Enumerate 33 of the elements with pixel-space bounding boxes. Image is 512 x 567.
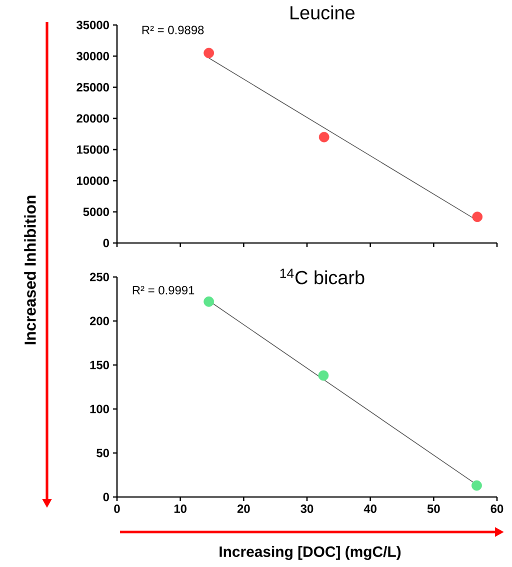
y-tick-label: 0 — [103, 238, 109, 248]
y-tick-label: 200 — [90, 316, 109, 326]
point — [318, 132, 330, 142]
x-axis-title: Increasing [DOC] (mgC/L) — [220, 546, 401, 560]
y-axis-title: Increased Inhibition — [24, 196, 36, 344]
point — [472, 480, 482, 491]
point — [318, 370, 329, 381]
y-tick-label: 20000 — [76, 114, 109, 123]
x-tick-label: 30 — [300, 504, 314, 513]
y-tick-label: 30000 — [76, 52, 109, 60]
x-tick-label: 20 — [237, 504, 250, 513]
y-tick-label: 0 — [103, 492, 109, 502]
y-tick-label: 100 — [90, 404, 109, 414]
y-tick-label: 150 — [90, 360, 109, 370]
point — [204, 296, 214, 307]
point — [204, 48, 214, 58]
x-tick-label: 40 — [364, 504, 376, 513]
point — [472, 212, 483, 222]
y-tick-label: 15000 — [76, 145, 109, 154]
x-tick-label: 50 — [427, 504, 440, 513]
y-tick-label: 25000 — [76, 83, 109, 92]
annotation: R² = 0.9991 — [132, 286, 194, 294]
x-tick-label: 60 — [490, 504, 504, 513]
chart-title: Leucine — [290, 6, 354, 20]
annotation: R² = 0.9898 — [142, 26, 204, 34]
y-tick-label: 35000 — [76, 20, 109, 30]
chart-title: $^{14}$C bicarb — [280, 268, 364, 284]
x-tick-label: 10 — [174, 504, 186, 513]
y-tick-label: 5000 — [83, 208, 109, 216]
x-tick-label: 0 — [114, 504, 120, 513]
y-tick-label: 250 — [90, 272, 109, 282]
y-tick-label: 50 — [96, 448, 109, 458]
y-tick-label: 10000 — [76, 176, 109, 185]
